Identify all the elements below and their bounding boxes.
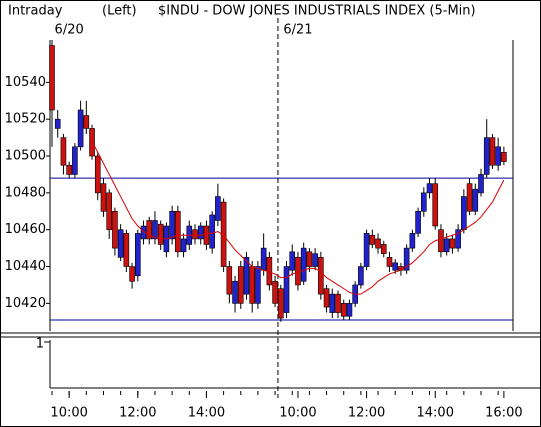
candle-body: [152, 220, 158, 240]
candle-body: [449, 238, 456, 249]
candle-body: [306, 251, 313, 267]
candle-body: [283, 266, 290, 313]
candle-body: [386, 257, 393, 267]
header-axis: (Left): [102, 4, 137, 19]
candle-body: [323, 288, 330, 308]
candle-body: [112, 210, 118, 249]
candle-body: [226, 266, 233, 295]
candle-body: [135, 233, 141, 277]
candle-body: [415, 210, 421, 234]
x-tick-label: 14:00: [417, 406, 454, 421]
candle-body: [72, 146, 78, 175]
x-tick-label: 12:00: [119, 406, 156, 421]
x-tick-label: 14:00: [188, 406, 225, 421]
candle-body: [169, 210, 175, 240]
candle-body: [232, 280, 238, 304]
candle-body: [49, 45, 55, 111]
candle-body: [455, 229, 461, 249]
candle-body: [329, 293, 336, 313]
candle-body: [197, 225, 204, 240]
y-tick-label: 10420: [5, 296, 46, 311]
candle-body: [94, 155, 101, 194]
candle-body: [363, 233, 370, 267]
candle-body: [461, 196, 467, 231]
candle-body: [54, 118, 61, 129]
candle-body: [277, 288, 284, 319]
candle-body: [192, 229, 198, 240]
candle-body: [60, 137, 67, 166]
y-tick-label: 10540: [5, 75, 46, 90]
candle-body: [175, 210, 181, 253]
x-tick-label: 10:00: [279, 406, 316, 421]
candle-body: [289, 251, 296, 271]
candle-body: [375, 238, 381, 249]
candle-body: [140, 225, 147, 240]
candle-body: [472, 188, 479, 212]
candle-body: [346, 303, 353, 317]
candle-body: [203, 225, 210, 245]
candle-body: [209, 214, 215, 249]
candle-body: [380, 244, 387, 254]
candle-body: [318, 257, 324, 295]
candle-body: [495, 146, 501, 166]
candle-body: [66, 164, 72, 175]
lower-y-tick-label: 1: [36, 337, 44, 352]
candle-body: [243, 257, 250, 295]
candle-body: [260, 247, 267, 271]
candle-body: [146, 220, 153, 240]
moving-average: [91, 141, 505, 295]
candle-body: [300, 247, 307, 282]
candle-body: [426, 183, 433, 194]
candle-body: [432, 183, 439, 227]
candle-body: [501, 152, 507, 162]
candle-body: [340, 303, 347, 317]
candle-body: [106, 192, 112, 231]
candle-body: [466, 183, 473, 212]
date-label: 6/21: [283, 23, 312, 38]
y-tick-label: 10500: [5, 149, 46, 164]
candle-body: [369, 234, 376, 245]
header-mode: Intraday: [8, 4, 63, 19]
x-tick-label: 12:00: [348, 406, 385, 421]
candle-body: [117, 229, 124, 258]
candle-body: [358, 266, 364, 286]
candle-body: [478, 174, 484, 194]
candle-body: [443, 238, 450, 253]
candle-body: [180, 238, 187, 253]
candle-body: [483, 137, 490, 175]
candle-body: [249, 266, 255, 304]
candle-body: [409, 233, 416, 249]
candle-body: [77, 109, 84, 148]
candle-body: [403, 247, 410, 271]
y-tick-label: 10520: [5, 112, 46, 127]
candle-body: [489, 137, 496, 166]
x-tick-label: 16:00: [485, 406, 522, 421]
candle-body: [438, 229, 444, 253]
candle-body: [237, 266, 244, 304]
candle-body: [157, 223, 164, 245]
header-title: $INDU - DOW JONES INDUSTRIALS INDEX (5-M…: [158, 4, 476, 19]
candle-body: [83, 115, 90, 129]
y-tick-label: 10480: [5, 185, 46, 200]
candle-body: [392, 262, 399, 271]
candle-body: [255, 266, 261, 304]
candle-body: [335, 293, 341, 313]
candle-body: [123, 233, 130, 267]
candle-body: [100, 183, 107, 212]
candle-body: [272, 280, 278, 304]
x-tick-label: 10:00: [50, 406, 87, 421]
candle-body: [312, 253, 318, 267]
candle-body: [420, 192, 427, 212]
candle-body: [215, 196, 221, 221]
candle-body: [129, 266, 135, 282]
y-tick-label: 10460: [5, 222, 46, 237]
date-label: 6/20: [55, 23, 84, 38]
y-tick-label: 10440: [5, 259, 46, 274]
candle-body: [220, 201, 227, 267]
